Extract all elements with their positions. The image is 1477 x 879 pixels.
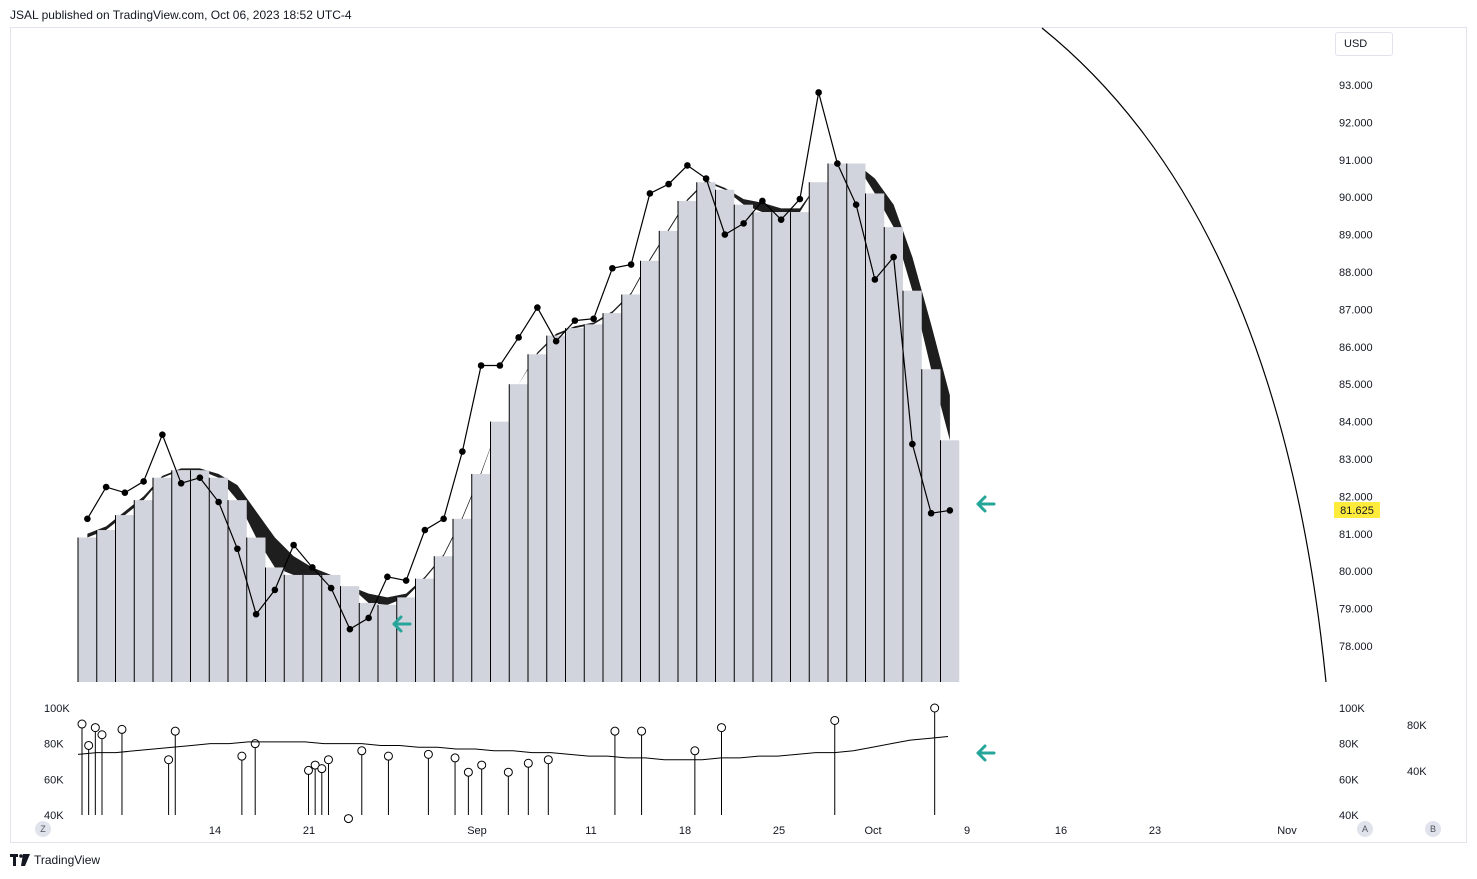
auto-scale-button[interactable]: A bbox=[1357, 821, 1373, 837]
footer-brand[interactable]: TradingView bbox=[10, 853, 100, 867]
footer-brand-label: TradingView bbox=[34, 853, 101, 867]
tradingview-logo-icon bbox=[10, 854, 30, 866]
zoom-reset-button[interactable]: Z bbox=[35, 821, 51, 837]
chart-frame bbox=[10, 27, 1467, 843]
currency-selector[interactable]: USD bbox=[1335, 32, 1393, 56]
b-button[interactable]: B bbox=[1425, 821, 1441, 837]
publish-info: JSAL published on TradingView.com, Oct 0… bbox=[10, 8, 352, 22]
